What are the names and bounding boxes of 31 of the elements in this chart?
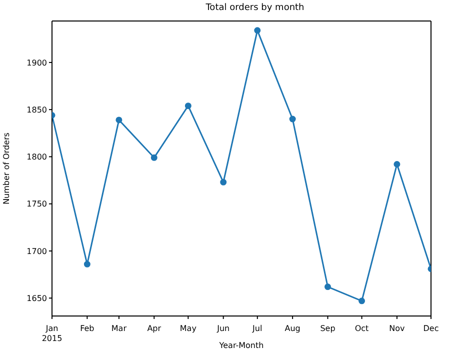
point [84,260,90,268]
x-tick-label: Sep [320,324,336,333]
y-tick-label: 1850 [26,105,47,114]
x-tick-label: May [180,324,197,333]
point [220,178,227,186]
point [394,161,400,168]
x-tick-label: Mar [111,324,128,333]
x-axis-title: Year-Month [218,341,264,350]
y-tick-label: 1900 [26,58,47,68]
x-tick-label: Jul [252,324,262,333]
x-tick-label: Aug [284,324,300,333]
x-tick-label: Dec [423,324,439,333]
y-tick-label: 1750 [26,200,47,209]
y-tick-label: 1650 [26,294,47,303]
point [358,298,366,304]
x-tick-label: Jun [216,324,230,333]
x-tick-label: Apr [147,324,162,333]
point [254,27,261,34]
x-tick-label: Oct [354,324,369,333]
y-axis-title: Number of Orders [2,132,11,204]
x-tick-label: Nov [389,324,406,333]
y-tick-label: 1800 [26,152,47,162]
point [184,102,192,110]
x-tick-label: Feb [80,324,94,333]
x-tick-label: Jan 2015 [42,324,62,343]
point [150,154,158,161]
y-tick-label: 1700 [26,246,47,256]
point [116,116,122,124]
point [324,284,331,290]
point [289,116,296,122]
chart-title: Total orders by month [204,3,306,13]
